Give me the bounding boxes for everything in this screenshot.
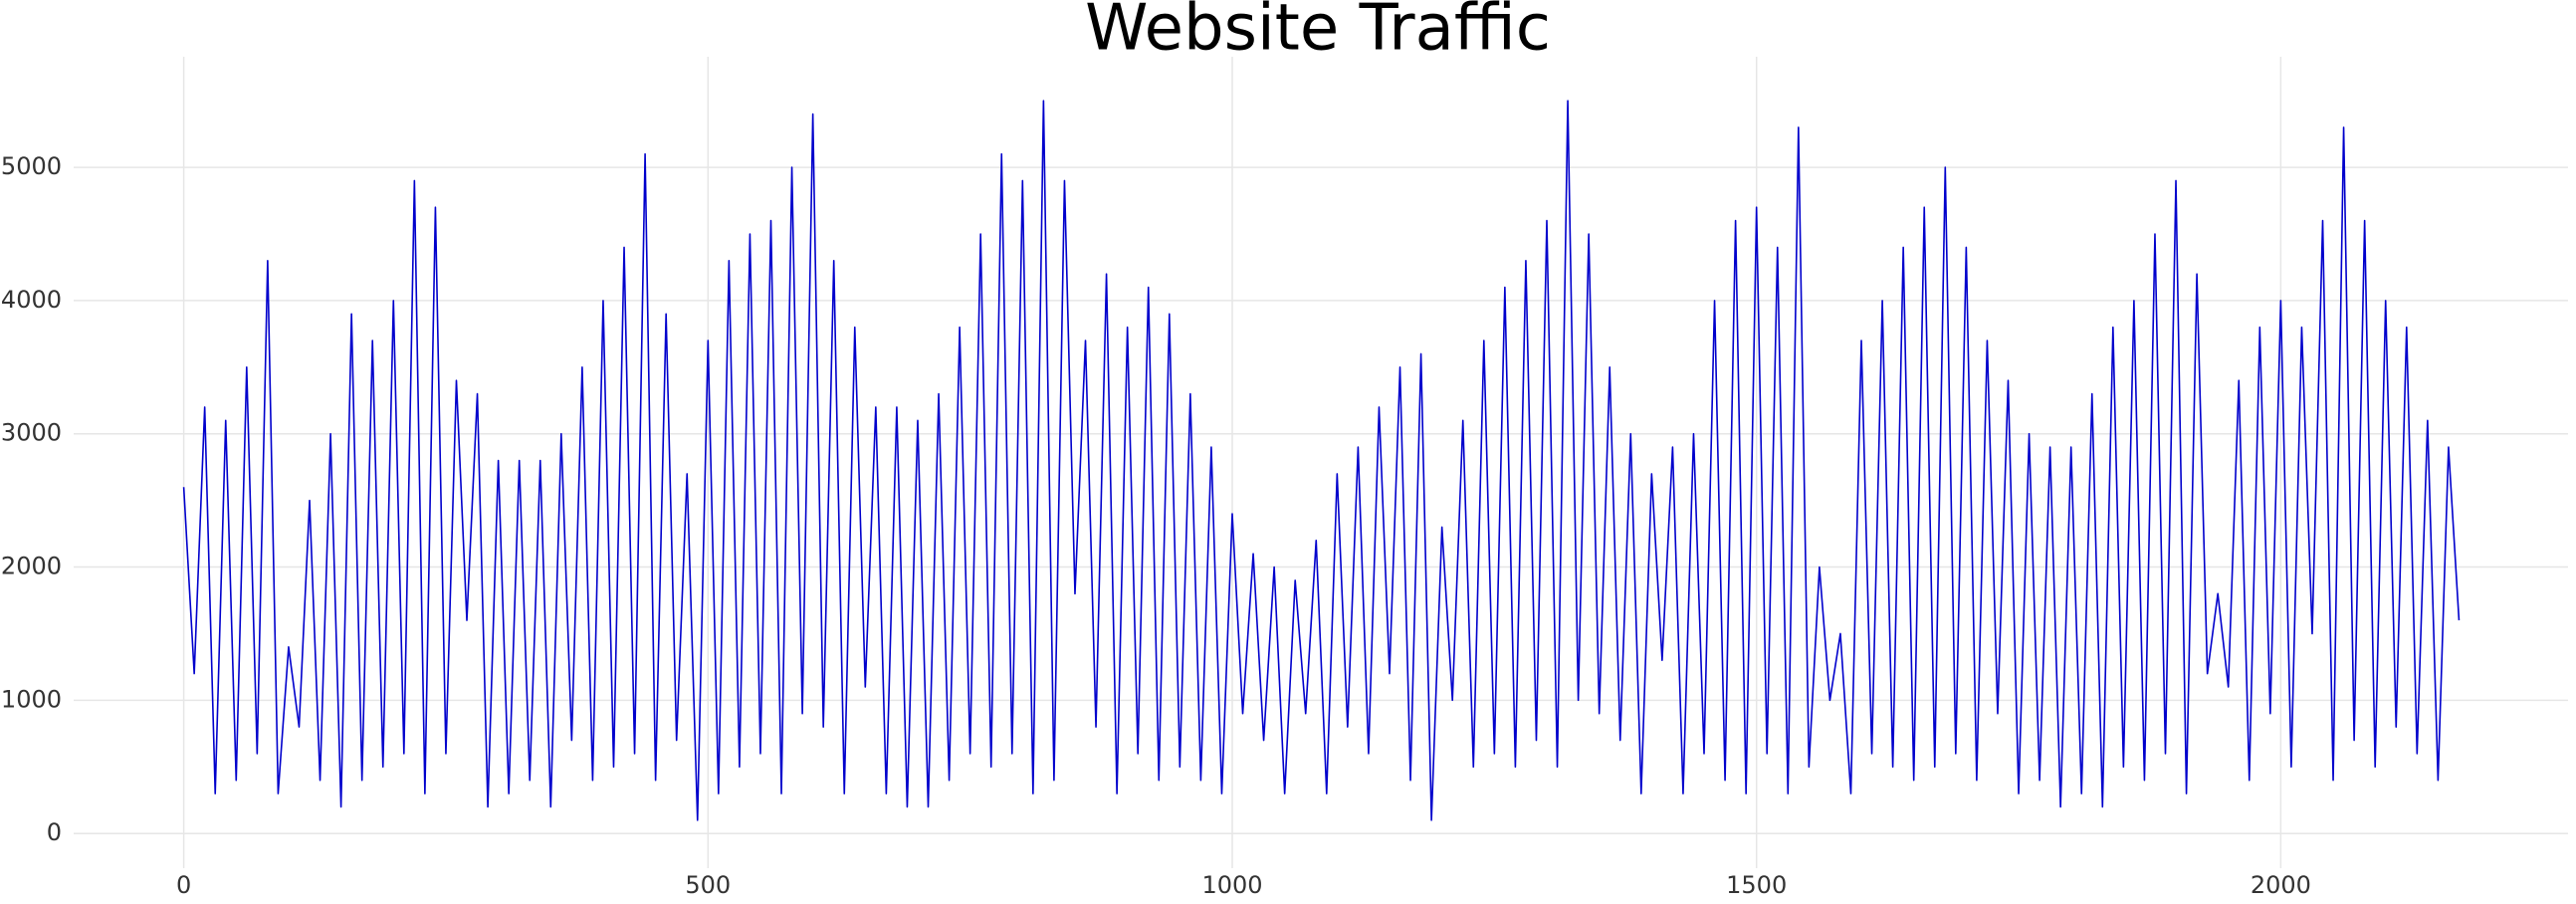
y-tick-label: 2000 (1, 553, 62, 580)
line (182, 100, 2461, 821)
x-tick-label: 0 (176, 871, 191, 899)
y-tick-label: 5000 (1, 152, 62, 180)
x-tick-label: 1500 (1726, 871, 1787, 899)
y-tick-label: 0 (47, 818, 62, 846)
chart-title: Website Traffic (1085, 0, 1551, 66)
x-tick-label: 500 (685, 871, 731, 899)
x-tick-label: 1000 (1201, 871, 1262, 899)
x-tick-label: 2000 (2251, 871, 2311, 899)
y-tick-label: 1000 (1, 685, 62, 713)
y-tick-label: 3000 (1, 419, 62, 447)
y-tick-label: 4000 (1, 286, 62, 314)
